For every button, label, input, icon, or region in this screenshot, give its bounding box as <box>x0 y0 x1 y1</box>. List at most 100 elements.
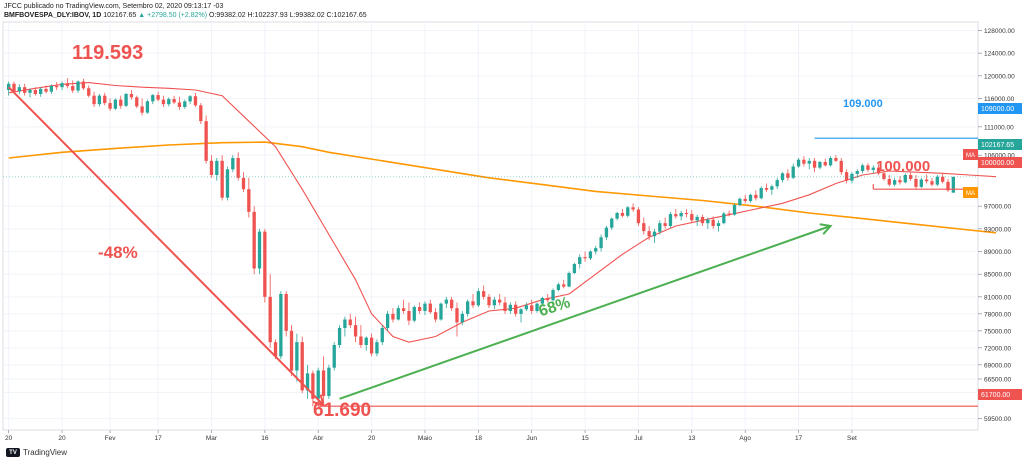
candle <box>556 282 561 292</box>
candle-body <box>193 96 198 106</box>
candle-body <box>401 308 406 311</box>
candle-body <box>599 237 603 249</box>
candle <box>311 370 315 407</box>
candle-body <box>28 90 32 93</box>
tag-ma-fast: MA <box>966 153 975 159</box>
candle-body <box>652 231 657 237</box>
candle-body <box>33 90 38 94</box>
candle <box>151 93 155 105</box>
candle-body <box>49 86 54 92</box>
candle-body <box>524 305 529 310</box>
candle-body <box>289 330 294 371</box>
candle-body <box>476 291 480 306</box>
candle <box>449 296 454 311</box>
candle <box>247 177 251 218</box>
candle-body <box>183 101 187 107</box>
candle <box>887 175 891 187</box>
candle <box>898 176 902 185</box>
candle-body <box>423 303 427 311</box>
candle <box>284 291 288 337</box>
candle <box>716 220 721 232</box>
time-axis-label: Jul <box>634 435 643 442</box>
candle <box>65 78 70 89</box>
tag-ma-slow: MA <box>966 191 975 197</box>
candle <box>754 190 758 201</box>
candle-body <box>780 173 785 181</box>
candle <box>492 296 496 310</box>
footer-brand: TradingView <box>23 448 68 457</box>
candle-body <box>300 342 304 391</box>
candle-body <box>908 175 913 179</box>
candle <box>444 296 448 309</box>
candle <box>433 308 438 323</box>
candle <box>92 91 96 107</box>
price-axis-label: 124000.00 <box>984 51 1015 58</box>
candle <box>167 97 171 107</box>
tag-109: 109000.00 <box>981 106 1014 113</box>
candle-body <box>257 231 262 269</box>
candle <box>145 99 150 114</box>
tag-100-bg <box>978 157 1022 168</box>
candle <box>177 96 182 110</box>
candle <box>871 165 875 174</box>
candle <box>594 245 598 255</box>
candle-body <box>337 328 342 345</box>
candle <box>17 84 21 94</box>
candle-body <box>860 165 865 172</box>
candle-body <box>791 166 795 178</box>
candle <box>257 228 262 275</box>
candle <box>578 254 582 269</box>
candle-body <box>567 273 571 287</box>
candle-body <box>343 319 347 328</box>
candle <box>268 274 272 348</box>
candle <box>626 206 630 218</box>
candle <box>567 271 571 288</box>
candle <box>535 302 539 313</box>
candle-body <box>449 299 454 309</box>
tag-last-bg <box>978 139 1022 150</box>
candle <box>834 155 838 162</box>
candle-body <box>668 214 673 226</box>
candle <box>236 152 240 181</box>
candle-body <box>204 121 208 161</box>
levels <box>3 137 978 407</box>
candle <box>385 311 390 331</box>
candle <box>263 228 267 303</box>
candle-body <box>284 294 288 331</box>
price-axis-label: 69000.00 <box>984 362 1011 369</box>
candle <box>620 209 625 218</box>
time-axis-label: 20 <box>368 435 376 442</box>
ma-fast <box>8 82 997 343</box>
candle <box>348 313 352 328</box>
candle-body <box>572 263 577 274</box>
candle-body <box>17 87 21 92</box>
candle <box>807 158 811 170</box>
candle-body <box>263 231 267 297</box>
candle-body <box>433 312 438 320</box>
candle-body <box>946 181 950 191</box>
candle <box>487 294 491 309</box>
candle <box>455 302 459 337</box>
time-axis-label: Mar <box>206 435 218 442</box>
candle-body <box>188 96 192 102</box>
footer: TV TradingView <box>6 448 67 457</box>
candle-body <box>759 188 763 199</box>
candle <box>327 364 331 399</box>
candle <box>882 169 886 181</box>
last-price: 102167.65 <box>103 12 137 19</box>
candle-body <box>812 160 817 168</box>
candle-body <box>663 223 667 226</box>
candle-body <box>764 188 769 190</box>
candle-body <box>151 95 155 102</box>
candle-body <box>375 342 379 354</box>
candle <box>316 367 320 402</box>
publish-info: JFCC publicado no TradingView.com, Setem… <box>4 3 224 10</box>
candle <box>652 228 657 243</box>
candle <box>231 155 235 173</box>
candle <box>642 217 646 235</box>
candle-body <box>199 105 203 122</box>
candle-body <box>716 223 721 226</box>
candle-body <box>540 297 545 304</box>
candle <box>732 203 737 216</box>
candle-body <box>39 88 43 94</box>
